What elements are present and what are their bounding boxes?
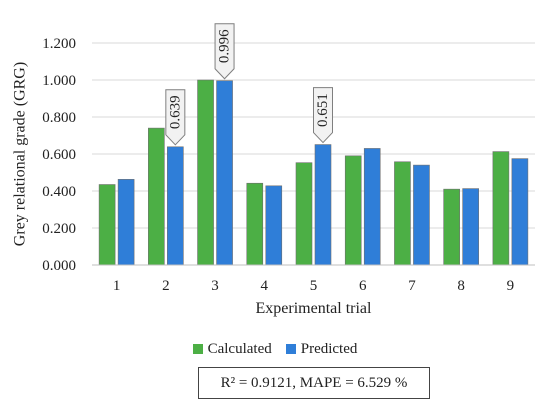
callout-5: 0.651 — [313, 87, 333, 144]
legend-label-predicted: Predicted — [300, 340, 358, 357]
stats-box: R² = 0.9121, MAPE = 6.529 % — [198, 367, 430, 399]
x-tick-label: 7 — [408, 278, 416, 294]
legend-item-predicted: Predicted — [285, 340, 358, 358]
bar-calculated-6 — [344, 155, 362, 266]
bar-calculated-9 — [492, 151, 510, 266]
legend-swatch-predicted — [285, 344, 296, 354]
bar-calculated-8 — [443, 188, 460, 266]
callouts: 0.639 0.996 0.651 — [165, 23, 333, 146]
callout-shape — [313, 87, 333, 144]
y-tick-labels: 0.000 0.200 0.400 0.600 0.800 1.000 1.200 — [42, 36, 76, 274]
callout-shape — [214, 23, 235, 80]
y-tick-label: 1.000 — [42, 73, 76, 89]
x-tick-labels: 1 2 3 4 5 6 7 8 9 — [113, 278, 514, 294]
y-tick-label: 0.000 — [42, 258, 76, 274]
bar-predicted-1 — [117, 179, 135, 266]
x-tick-label: 3 — [211, 278, 219, 294]
stats-text: R² = 0.9121, MAPE = 6.529 % — [220, 374, 408, 391]
bar-predicted-7 — [413, 164, 430, 266]
x-tick-label: 6 — [359, 278, 367, 294]
callout-2: 0.639 — [165, 89, 186, 146]
x-tick-label: 1 — [113, 278, 121, 294]
bar-calculated-2 — [148, 127, 165, 266]
callout-3: 0.996 — [214, 23, 235, 80]
x-tick-label: 9 — [507, 278, 515, 294]
x-tick-label: 8 — [457, 278, 465, 294]
y-tick-label: 0.400 — [42, 184, 76, 200]
bar-predicted-9 — [511, 158, 529, 266]
y-axis-title: Grey relational grade (GRG) — [12, 62, 29, 246]
legend-swatch-calculated — [192, 344, 203, 354]
y-tick-label: 0.200 — [42, 221, 76, 237]
bar-calculated-5 — [295, 162, 313, 266]
y-tick-label: 0.600 — [42, 147, 76, 163]
bars — [98, 79, 529, 266]
callout-label: 0.996 — [217, 29, 233, 63]
bar-calculated-4 — [246, 182, 264, 266]
legend-label-calculated: Calculated — [207, 340, 272, 357]
legend: Calculated Predicted — [0, 338, 550, 360]
x-tick-label: 2 — [162, 278, 170, 294]
bar-predicted-6 — [363, 148, 381, 266]
callout-label: 0.639 — [167, 95, 183, 129]
bar-predicted-8 — [462, 188, 479, 266]
bar-calculated-3 — [197, 79, 214, 266]
callout-shape — [165, 89, 186, 146]
callout-label: 0.651 — [315, 93, 331, 127]
bar-calculated-7 — [394, 161, 411, 266]
legend-item-calculated: Calculated — [192, 340, 272, 358]
y-tick-label: 1.200 — [42, 36, 76, 52]
bar-predicted-4 — [265, 185, 283, 266]
bar-predicted-3 — [216, 80, 233, 266]
bar-predicted-2 — [167, 146, 184, 266]
bar-calculated-1 — [98, 184, 116, 266]
x-tick-label: 5 — [310, 278, 318, 294]
y-tick-label: 0.800 — [42, 110, 76, 126]
bar-predicted-5 — [314, 144, 332, 266]
grg-bar-chart: 0.000 0.200 0.400 0.600 0.800 1.000 1.200 1 2 3 4… — [12, 23, 535, 317]
x-tick-label: 4 — [261, 278, 269, 294]
x-axis-title: Experimental trial — [256, 300, 373, 317]
